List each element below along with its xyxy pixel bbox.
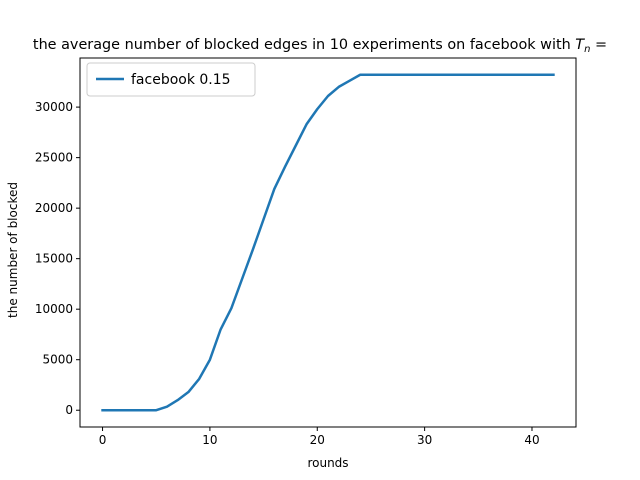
legend-label: facebook 0.15 — [131, 72, 231, 88]
y-tick-label: 5000 — [42, 353, 73, 367]
y-tick-label: 15000 — [35, 252, 73, 266]
y-tick-label: 30000 — [35, 100, 73, 114]
chart-title-math-sub: n — [584, 44, 590, 55]
y-axis-label: the number of blocked — [6, 182, 20, 318]
y-tick-label: 20000 — [35, 201, 73, 215]
axes-frame — [79, 57, 577, 428]
x-axis-label: rounds — [307, 456, 348, 470]
legend-box — [86, 62, 256, 97]
x-tick-label: 40 — [524, 433, 539, 447]
chart-title: the average number of blocked edges in 1… — [33, 37, 607, 55]
y-tick-label: 0 — [65, 403, 73, 417]
chart-title-math: T — [575, 37, 585, 53]
x-tick-label: 20 — [310, 433, 325, 447]
series-line-0 — [101, 73, 555, 412]
x-tick-label: 10 — [202, 433, 217, 447]
x-tick-label: 0 — [99, 433, 107, 447]
y-tick-label: 10000 — [35, 302, 73, 316]
y-tick-label: 25000 — [35, 151, 73, 165]
chart-title-text: the average number of blocked edges in 1… — [33, 37, 575, 53]
chart-title-tail: = — [590, 37, 607, 53]
plot-area: 0 10 20 30 40 0 5000 10000 15000 20000 25000 30000 — [35, 57, 577, 447]
legend: facebook 0.15 — [86, 62, 256, 97]
x-tick-label: 30 — [417, 433, 432, 447]
